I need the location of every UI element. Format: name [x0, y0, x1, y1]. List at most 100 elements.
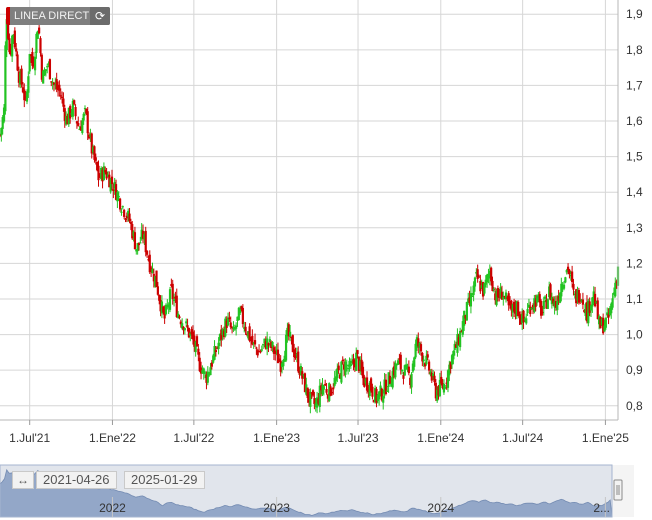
candle-body — [290, 336, 293, 338]
candle-body — [348, 360, 351, 367]
candle-body — [575, 289, 578, 304]
candle-body — [32, 62, 35, 67]
candle-body — [177, 313, 180, 318]
candle-body — [436, 389, 439, 401]
candle-body — [499, 287, 502, 299]
range-arrows-icon[interactable]: ↔ — [12, 471, 34, 489]
candle-body — [152, 273, 155, 282]
y-tick-label: 1,6 — [626, 114, 643, 128]
candle-body — [23, 89, 26, 101]
candle-body — [118, 198, 122, 210]
candle-body — [185, 321, 188, 324]
candle-body — [102, 166, 105, 181]
candle-body — [129, 222, 132, 224]
candle-body — [295, 354, 298, 356]
candle-body — [402, 375, 405, 379]
candle-body — [383, 379, 386, 394]
candle-body — [204, 372, 207, 374]
candle-body — [166, 304, 169, 308]
candle-body — [221, 329, 224, 336]
candle-body — [413, 357, 416, 367]
candle-body — [183, 328, 186, 331]
candle-body — [264, 341, 267, 349]
candle-body — [225, 320, 228, 328]
candle-body — [419, 344, 423, 352]
candle-body — [50, 81, 53, 83]
candle-body — [449, 362, 452, 370]
candle-body — [595, 301, 598, 303]
candle-body — [519, 317, 522, 325]
candle-body — [55, 79, 58, 90]
candle-body — [171, 283, 174, 299]
vertical-gridlines — [29, 0, 606, 420]
candle-body — [365, 377, 369, 391]
candle-body — [325, 388, 328, 393]
candle-body — [448, 364, 451, 376]
candle-body — [226, 317, 230, 326]
candle-body — [87, 134, 91, 139]
candle-body — [206, 371, 209, 383]
range-start-date[interactable]: 2021-04-26 — [36, 471, 117, 489]
reload-icon[interactable]: ⟳ — [90, 7, 110, 25]
candle-body — [454, 344, 458, 348]
candle-body — [442, 383, 446, 393]
candle-body — [453, 343, 456, 351]
candle-body — [573, 293, 576, 295]
candle-body — [0, 127, 3, 136]
candle-body — [266, 338, 269, 349]
candle-body — [398, 358, 401, 360]
candle-body — [283, 355, 286, 362]
candle-body — [284, 334, 288, 361]
candle-body — [256, 350, 259, 356]
candle-body — [603, 325, 606, 332]
candle-body — [20, 68, 23, 85]
candle-body — [97, 165, 100, 181]
candle-body — [340, 361, 343, 383]
navigator-right-handle[interactable] — [613, 479, 623, 501]
candle-body — [486, 274, 489, 283]
candle-body — [287, 324, 290, 337]
candle-body — [282, 360, 285, 367]
candle-body — [561, 285, 564, 289]
candle-body — [310, 392, 313, 394]
candle-body — [374, 388, 377, 403]
candle-body — [604, 317, 607, 328]
candle-body — [101, 169, 104, 182]
candle-body — [47, 63, 50, 65]
candle-body — [372, 399, 375, 403]
candle-body — [73, 100, 76, 105]
candle-body — [583, 309, 586, 313]
candle-body — [63, 108, 66, 121]
candle-body — [187, 327, 191, 338]
candle-body — [313, 398, 316, 405]
candle-body — [299, 365, 303, 376]
candle-body — [589, 305, 593, 311]
range-end-date[interactable]: 2025-01-29 — [124, 471, 205, 489]
y-tick-label: 1,8 — [626, 43, 643, 57]
candle-body — [341, 359, 344, 362]
candle-body — [143, 234, 146, 240]
candle-body — [352, 359, 355, 364]
candle-body — [457, 337, 460, 345]
candle-body — [353, 360, 356, 368]
candle-body — [52, 82, 56, 85]
candle-body — [332, 387, 335, 390]
candle-body — [16, 54, 19, 71]
candle-body — [39, 38, 42, 54]
candle-body — [422, 359, 425, 362]
series-legend[interactable]: LINEA DIRECT ⟳ — [6, 7, 110, 25]
candle-body — [479, 281, 482, 292]
candle-body — [565, 269, 568, 273]
candle-body — [40, 54, 43, 80]
candle-body — [305, 384, 308, 395]
x-tick-label: 1.Ene'22 — [89, 431, 136, 445]
x-tick-label: 1.Ene'23 — [253, 431, 300, 445]
candle-body — [481, 282, 485, 297]
candle-body — [233, 327, 236, 330]
candle-body — [467, 298, 470, 303]
candle-body — [553, 301, 556, 308]
candle-body — [572, 283, 575, 290]
candle-body — [280, 363, 284, 367]
candle-body — [349, 363, 352, 366]
candle-body — [182, 326, 185, 331]
